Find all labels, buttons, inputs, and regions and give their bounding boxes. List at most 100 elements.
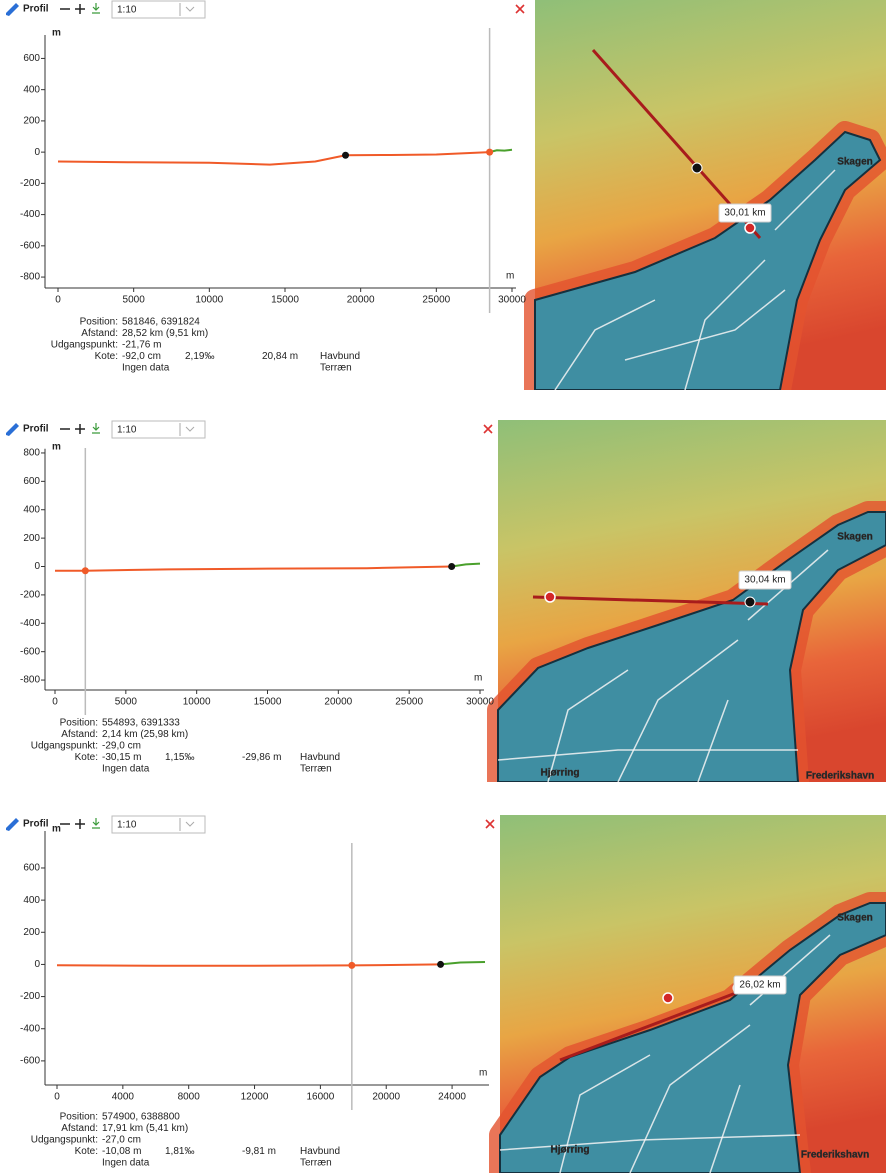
profile-panel: 26,02 km Skagen Hjørring Frederikshavn Profi… [0,815,886,1173]
info-label: Position: [60,1112,98,1123]
plus-button[interactable] [75,424,85,434]
place-label: Skagen [837,913,873,924]
cursor-dot [82,567,89,574]
legend-entry: Terræn [300,764,332,775]
x-tick-label: 0 [52,697,58,708]
y-tick-label: -600 [20,1056,40,1067]
y-axis-label: m [52,28,61,39]
x-tick-label: 10000 [195,295,223,306]
download-icon[interactable] [92,3,100,13]
y-tick-label: -800 [20,675,40,686]
toolbar-title: Profil [23,424,49,435]
y-tick-label: 800 [23,448,40,459]
distance-tag: 30,01 km [724,208,765,219]
y-tick-label: -800 [20,272,40,283]
info-value: 554893, 6391333 [102,718,180,729]
y-tick-label: 400 [23,504,40,515]
terrain-value: Ingen data [102,1158,150,1169]
x-tick-label: 30000 [466,697,494,708]
place-label: Frederikshavn [806,771,874,782]
x-tick-label: 0 [54,1092,60,1103]
y-tick-label: -400 [20,1023,40,1034]
info-value: -29,0 cm [102,741,141,752]
download-icon[interactable] [92,423,100,433]
y-tick-label: 400 [23,895,40,906]
pencil-icon[interactable] [6,423,19,436]
pencil-icon[interactable] [6,3,19,16]
y-tick-label: 0 [34,147,40,158]
close-button[interactable] [486,820,494,828]
info-value: 2,14 km (25,98 km) [102,729,188,740]
legend-entry: Havbund [320,351,360,362]
elevation-value: 20,84 m [262,351,298,362]
y-tick-label: 0 [34,561,40,572]
y-tick-label: 600 [23,863,40,874]
info-label: Udgangspunkt: [51,340,118,351]
info-value: 17,91 km (5,41 km) [102,1123,188,1134]
x-tick-label: 24000 [438,1092,466,1103]
elevation-value: -92,0 cm [122,351,161,362]
toolbar-title: Profil [23,819,49,830]
x-tick-label: 12000 [241,1092,269,1103]
x-tick-label: 15000 [271,295,299,306]
y-tick-label: -200 [20,590,40,601]
scale-value: 1:10 [117,5,137,16]
x-axis-label: m [479,1068,487,1079]
close-button[interactable] [516,5,524,13]
pencil-icon[interactable] [6,818,19,831]
marker-dot [342,152,349,159]
x-tick-label: 5000 [123,295,146,306]
y-tick-label: 200 [23,116,40,127]
y-axis-label: m [52,824,61,835]
info-label: Udgangspunkt: [31,1135,98,1146]
elevation-value: -30,15 m [102,752,141,763]
info-label: Position: [80,317,118,328]
map[interactable]: 26,02 km Skagen Hjørring Frederikshavn [500,815,886,1173]
x-tick-label: 20000 [372,1092,400,1103]
y-tick-label: 200 [23,533,40,544]
y-tick-label: 0 [34,959,40,970]
cursor-point [745,223,755,233]
info-label: Afstand: [61,1123,98,1134]
info-label: Kote: [75,752,98,763]
scale-value: 1:10 [117,425,137,436]
plus-button[interactable] [75,4,85,14]
distance-tag: 26,02 km [739,980,780,991]
profile-series [55,567,452,571]
x-tick-label: 25000 [395,697,423,708]
marker-point [692,163,702,173]
close-button[interactable] [484,425,492,433]
plus-button[interactable] [75,819,85,829]
place-label: Hjørring [551,1145,590,1156]
x-tick-label: 0 [55,295,61,306]
cursor-point [663,993,673,1003]
download-icon[interactable] [92,818,100,828]
info-label: Afstand: [81,328,118,339]
screenshot: 30,01 kmSkagenProfil1:10mm-800-600-400-2… [0,0,886,1173]
x-tick-label: 30000 [498,295,526,306]
marker-point [745,597,755,607]
elevation-value: -29,86 m [242,752,281,763]
y-tick-label: -400 [20,209,40,220]
info-value: -21,76 m [122,340,161,351]
y-axis-label: m [52,441,61,452]
panel-canvas: 30,04 kmSkagenHjørringFrederikshavn Profi… [0,420,886,782]
place-label: Frederikshavn [801,1150,869,1161]
info-value: 574900, 6388800 [102,1112,180,1123]
y-tick-label: -200 [20,178,40,189]
x-tick-label: 4000 [112,1092,135,1103]
legend-entry: Havbund [300,752,340,763]
elevation-value: 1,15‰ [165,752,194,763]
terrain-value: Ingen data [102,764,150,775]
y-tick-label: 600 [23,476,40,487]
y-tick-label: 200 [23,927,40,938]
terrain-value: Ingen data [122,363,170,374]
y-tick-label: -600 [20,646,40,657]
legend-entry: Havbund [300,1146,340,1157]
y-tick-label: -600 [20,240,40,251]
profile-series [441,962,485,964]
x-tick-label: 8000 [178,1092,201,1103]
